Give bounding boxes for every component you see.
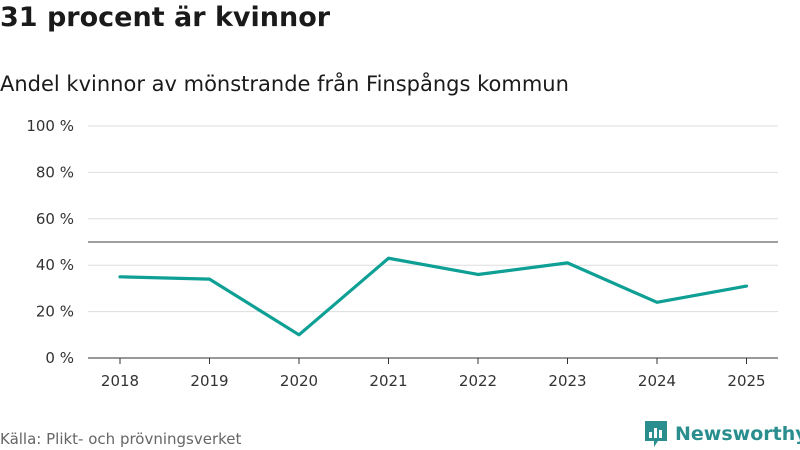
x-tick-label: 2022	[459, 372, 497, 390]
brand-name: Newsworthy	[675, 423, 800, 445]
grid-lines	[88, 125, 778, 313]
y-tick-label: 0 %	[45, 349, 74, 367]
y-tick-label: 100 %	[26, 117, 74, 135]
x-tick-label: 2020	[280, 372, 318, 390]
brand-logo: Newsworthy	[643, 419, 800, 449]
series-line	[118, 256, 749, 337]
y-axis-labels: 0 % 20 % 40 % 60 % 80 % 100 %	[26, 117, 74, 367]
x-axis-labels: 2018 2019 2020 2021 2022 2023 2024 2025	[101, 372, 766, 390]
x-tick-label: 2023	[548, 372, 586, 390]
y-tick-label: 40 %	[36, 256, 74, 274]
x-tick-label: 2018	[101, 372, 139, 390]
y-tick-label: 80 %	[36, 163, 74, 181]
chart-subtitle: Andel kvinnor av mönstrande från Finspån…	[0, 72, 569, 96]
y-tick-label: 60 %	[36, 210, 74, 228]
x-tick-label: 2021	[369, 372, 407, 390]
y-tick-label: 20 %	[36, 303, 74, 321]
x-tick-label: 2025	[727, 372, 765, 390]
source-note: Källa: Plikt- och prövningsverket	[0, 430, 242, 448]
x-tick-label: 2019	[190, 372, 228, 390]
newsworthy-icon	[645, 421, 667, 447]
chart-title: 31 procent är kvinnor	[0, 2, 331, 33]
x-axis	[88, 357, 778, 364]
x-tick-label: 2024	[638, 372, 676, 390]
line-chart: 0 % 20 % 40 % 60 % 80 % 100 % 2018 2019 2020 202…	[26, 117, 778, 390]
series-group	[118, 256, 749, 337]
